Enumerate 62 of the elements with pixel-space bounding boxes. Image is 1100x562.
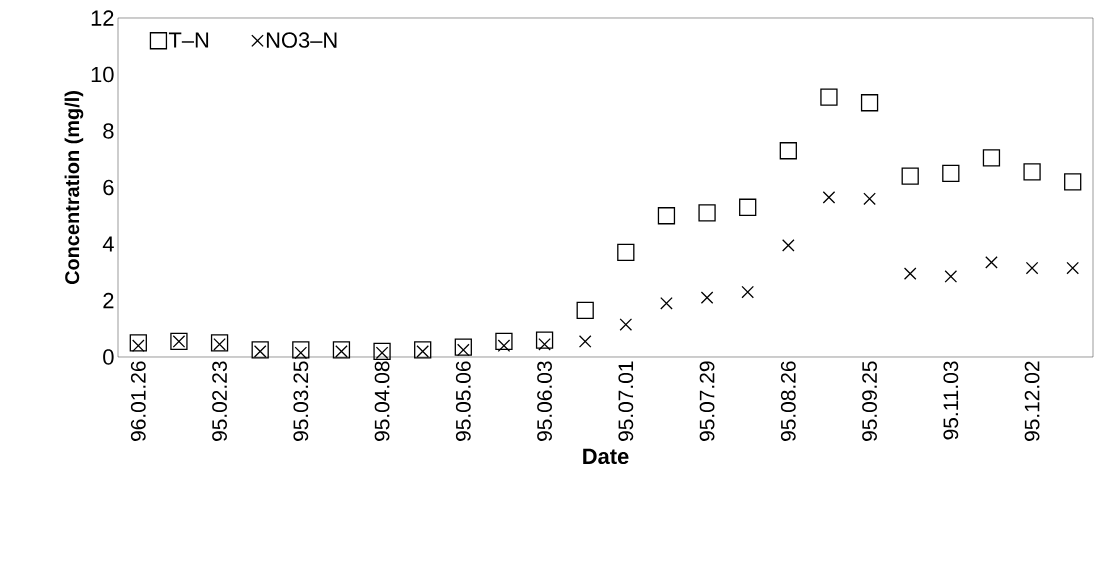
point bbox=[332, 341, 351, 359]
point bbox=[416, 345, 429, 358]
point bbox=[495, 332, 513, 351]
point bbox=[253, 345, 267, 358]
point bbox=[576, 301, 594, 320]
point bbox=[251, 341, 269, 359]
point bbox=[578, 335, 592, 348]
point bbox=[820, 88, 838, 106]
point bbox=[375, 346, 389, 360]
x-tick-label: 95.11.03 bbox=[943, 361, 959, 440]
x-tick-label: 96.01.26 bbox=[130, 361, 146, 441]
point bbox=[700, 291, 714, 304]
legend-label: T–N bbox=[168, 32, 209, 48]
y-tick-label: 6 bbox=[103, 179, 114, 196]
y-tick-label: 4 bbox=[102, 236, 114, 252]
x-tick-label: 95.03.25 bbox=[293, 361, 309, 441]
point bbox=[903, 267, 917, 280]
y-tick-label: 2 bbox=[103, 292, 114, 309]
point bbox=[860, 94, 879, 112]
point bbox=[535, 331, 554, 349]
point bbox=[335, 345, 348, 358]
point bbox=[660, 297, 673, 310]
point bbox=[1066, 261, 1080, 275]
x-tick-label: 95.08.26 bbox=[780, 361, 796, 441]
point bbox=[782, 239, 795, 252]
point bbox=[617, 243, 635, 262]
y-tick-label: 8 bbox=[103, 123, 114, 139]
x-tick-label: 95.06.03 bbox=[537, 361, 552, 441]
point bbox=[779, 142, 797, 160]
point bbox=[739, 198, 757, 216]
point bbox=[1025, 261, 1039, 275]
point bbox=[982, 149, 1001, 167]
legend-label: NO3–N bbox=[266, 32, 337, 48]
point bbox=[944, 270, 958, 283]
point bbox=[863, 192, 876, 206]
x-tick-label: 95.05.06 bbox=[455, 361, 471, 441]
y-axis-title: Concentration (mg/l) bbox=[64, 91, 84, 285]
point bbox=[373, 342, 391, 360]
point bbox=[942, 164, 960, 183]
point bbox=[1023, 163, 1041, 181]
x-tick-label: 95.02.23 bbox=[212, 361, 227, 441]
x-tick-label: 95.04.08 bbox=[374, 361, 390, 441]
point bbox=[657, 207, 676, 225]
point bbox=[129, 334, 147, 352]
point bbox=[741, 285, 754, 299]
point bbox=[454, 338, 472, 356]
x-axis-title: Date bbox=[583, 448, 629, 465]
point bbox=[822, 191, 836, 204]
x-tick-label: 95.07.29 bbox=[699, 361, 715, 441]
x-tick-label: 95.12.02 bbox=[1024, 361, 1040, 441]
point bbox=[1064, 173, 1082, 191]
point bbox=[292, 341, 310, 359]
x-tick-label: 95.07.01 bbox=[618, 361, 634, 441]
point bbox=[698, 204, 716, 222]
point bbox=[901, 167, 919, 185]
x-tick-label: 95.09.25 bbox=[862, 361, 877, 441]
y-tick-label: 0 bbox=[103, 349, 114, 365]
point bbox=[619, 318, 633, 331]
point bbox=[414, 341, 432, 359]
y-tick-label: 12 bbox=[91, 10, 114, 26]
point bbox=[985, 256, 998, 269]
y-tick-label: 10 bbox=[91, 66, 114, 83]
